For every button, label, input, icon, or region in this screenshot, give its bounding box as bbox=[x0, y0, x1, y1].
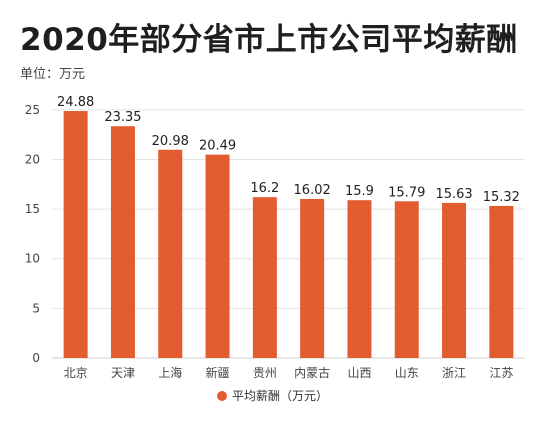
bar bbox=[300, 198, 325, 358]
x-tick-label: 江苏 bbox=[489, 366, 513, 380]
data-label: 16.02 bbox=[294, 183, 331, 198]
legend-marker bbox=[217, 391, 227, 401]
bar bbox=[158, 149, 183, 358]
x-tick-label: 山西 bbox=[347, 366, 371, 380]
y-tick-label: 5 bbox=[32, 301, 40, 315]
x-tick-label: 贵州 bbox=[253, 366, 277, 380]
data-label: 15.63 bbox=[435, 187, 472, 202]
x-tick-label: 山东 bbox=[395, 366, 419, 380]
bar bbox=[442, 202, 467, 358]
bar bbox=[205, 154, 230, 358]
data-label: 15.79 bbox=[388, 185, 425, 200]
x-tick-label: 内蒙古 bbox=[294, 365, 330, 380]
y-tick-label: 20 bbox=[25, 152, 40, 166]
bar bbox=[394, 201, 419, 358]
data-label: 23.35 bbox=[104, 110, 141, 125]
bar bbox=[252, 197, 277, 358]
x-tick-label: 上海 bbox=[158, 365, 182, 380]
chart-title: 2020年部分省市上市公司平均薪酬 bbox=[20, 22, 518, 58]
bar bbox=[489, 205, 514, 358]
bar bbox=[63, 111, 88, 358]
bar bbox=[110, 126, 135, 358]
y-tick-label: 15 bbox=[25, 202, 40, 216]
x-tick-label: 北京 bbox=[64, 366, 88, 380]
data-label: 24.88 bbox=[57, 95, 94, 110]
x-tick-label: 天津 bbox=[111, 366, 135, 380]
bar bbox=[347, 200, 372, 358]
data-label: 15.9 bbox=[345, 184, 374, 199]
y-tick-label: 10 bbox=[25, 252, 40, 266]
legend-label: 平均薪酬（万元） bbox=[232, 389, 328, 403]
unit-label: 单位：万元 bbox=[20, 67, 86, 82]
x-tick-label: 新疆 bbox=[206, 365, 230, 380]
data-label: 20.49 bbox=[199, 139, 236, 154]
data-label: 16.2 bbox=[250, 181, 279, 196]
x-tick-label: 浙江 bbox=[442, 366, 466, 380]
y-tick-label: 0 bbox=[32, 351, 40, 365]
data-label: 15.32 bbox=[483, 190, 520, 205]
y-tick-label: 25 bbox=[25, 103, 40, 117]
data-label: 20.98 bbox=[152, 134, 189, 149]
